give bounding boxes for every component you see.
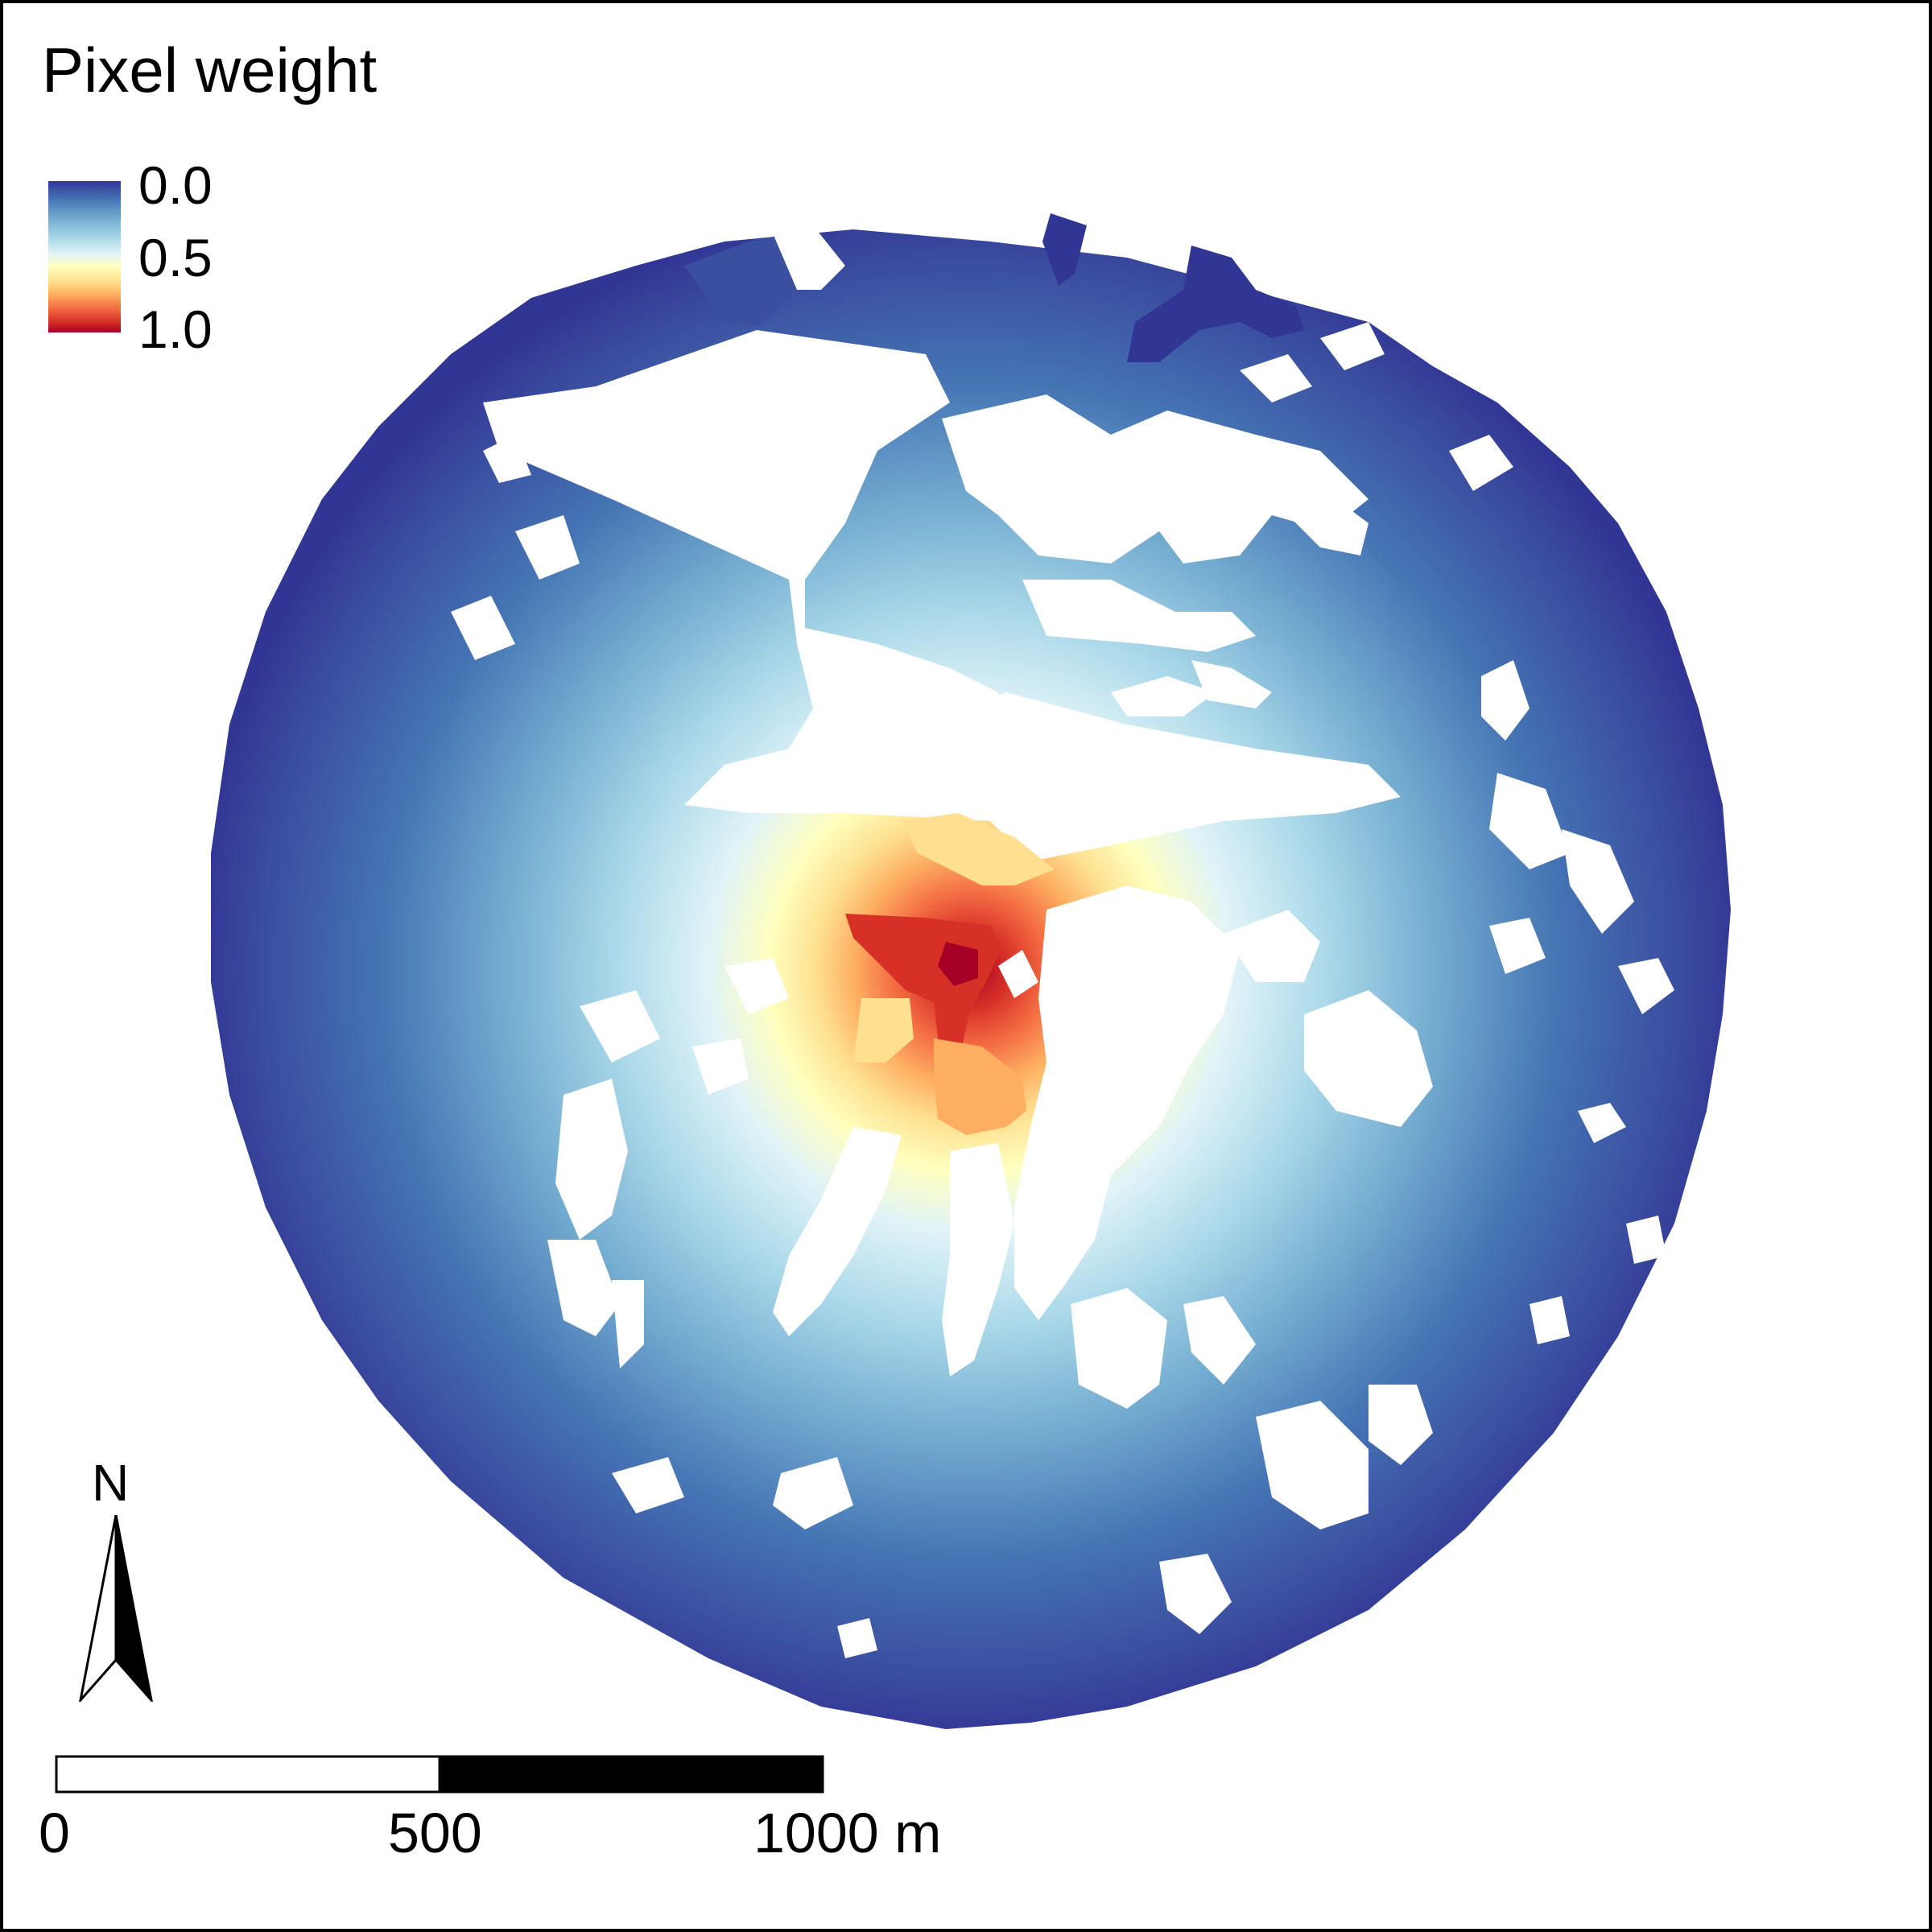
north-patch-3: [1127, 246, 1304, 362]
legend-tick-0: 0.0: [138, 155, 213, 215]
legend-tick-1: 0.5: [138, 228, 213, 287]
north-label: N: [92, 1454, 130, 1512]
core-peak: [938, 942, 978, 986]
legend-tick-2: 1.0: [138, 299, 213, 359]
legend-title: Pixel weight: [42, 35, 378, 105]
scale-label-1000: 1000 m: [753, 1802, 942, 1864]
north-patch-2: [1042, 213, 1087, 286]
colorbar: [48, 181, 121, 332]
north-arrow-icon: [79, 1515, 153, 1702]
north-patch-1: [684, 233, 805, 326]
core-arm-west: [853, 998, 914, 1063]
core-north-band: [902, 813, 1055, 886]
core-arm-yellow: [934, 1038, 1026, 1135]
scale-label-0: 0: [39, 1802, 70, 1864]
scale-bar: [55, 1755, 824, 1794]
no-data-gaps: [451, 225, 1674, 1658]
scale-label-500: 500: [388, 1802, 482, 1864]
